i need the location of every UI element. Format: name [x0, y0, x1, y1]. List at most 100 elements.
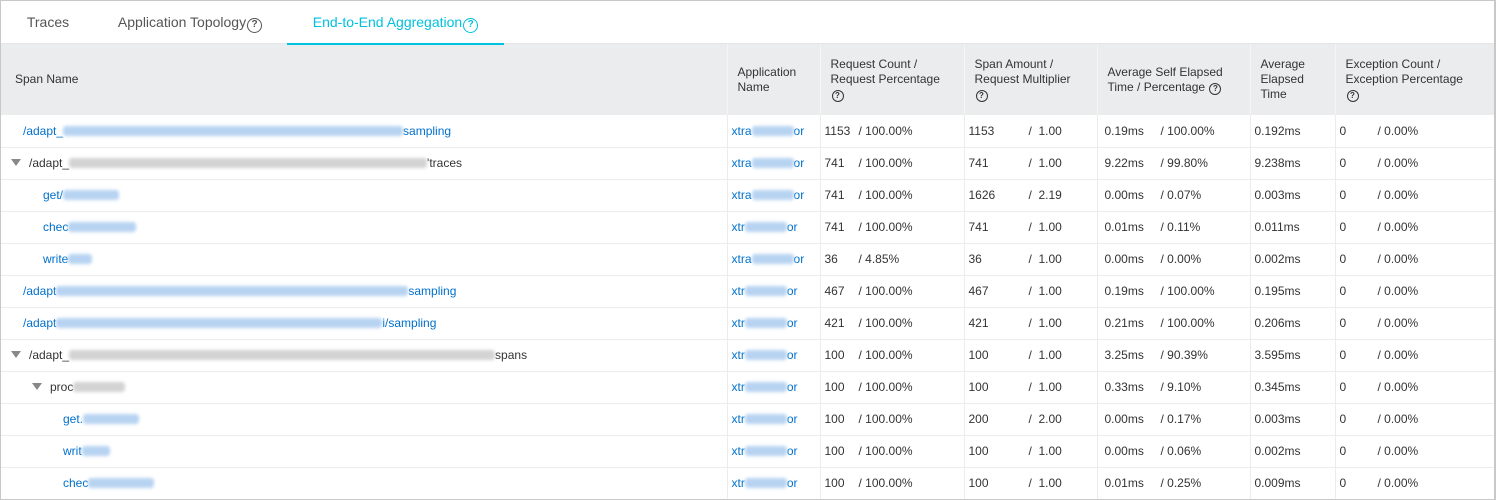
table-row[interactable]: /adapt_ sampling xtra or 1153 / 100.00% 115…: [1, 115, 1494, 147]
span-name[interactable]: get/: [43, 188, 120, 202]
help-icon[interactable]: ?: [831, 90, 844, 102]
avg-self-elapsed-time: 0.21ms: [1104, 316, 1144, 330]
avg-self-elapsed-time: 0.00ms: [1104, 412, 1144, 426]
span-name[interactable]: proc: [50, 380, 126, 394]
exception-cell: 0 / 0.00%: [1335, 467, 1494, 499]
request-multiplier: / 1.00: [1028, 444, 1062, 458]
help-icon[interactable]: ?: [463, 18, 479, 33]
expand-caret-icon[interactable]: [11, 159, 21, 166]
span-name[interactable]: get.: [63, 412, 140, 426]
span-name-cell: /adapt_ 'traces: [1, 147, 728, 179]
redacted-text: [56, 318, 383, 328]
exception-cell: 0 / 0.00%: [1335, 371, 1494, 403]
request-multiplier: / 1.00: [1028, 476, 1062, 490]
request-count-cell: 100 / 100.00%: [820, 339, 965, 371]
exception-cell: 0 / 0.00%: [1335, 243, 1494, 275]
table-row[interactable]: /adapt i/sampling xtr or 421 / 100.00% 421 /…: [1, 307, 1494, 339]
column-header-exception-count[interactable]: Exception Count / Exception Percentage?: [1345, 57, 1463, 102]
avg-self-elapsed-time: 0.00ms: [1104, 188, 1144, 202]
request-percentage: / 100.00%: [858, 476, 913, 490]
span-name[interactable]: writ: [63, 444, 110, 458]
application-name-link[interactable]: xtr or: [731, 476, 798, 490]
application-name-link[interactable]: xtra or: [731, 188, 805, 202]
table-row[interactable]: /adapt_ 'traces xtra or 741 / 100.00% 741 / …: [1, 147, 1494, 179]
application-name-link[interactable]: xtr or: [731, 284, 798, 298]
application-name-link[interactable]: xtra or: [731, 123, 805, 138]
span-amount: 1153: [968, 123, 995, 138]
column-header-span-amount[interactable]: Span Amount / Request Multiplier?: [964, 44, 1098, 115]
avg-elapsed-time: 0.003ms: [1254, 412, 1301, 426]
span-amount-cell: 467 / 1.00: [964, 275, 1098, 307]
expand-caret-icon[interactable]: [32, 383, 42, 390]
redacted-text: [63, 125, 404, 136]
avg-elapsed-time: 0.206ms: [1254, 316, 1301, 330]
application-name-link[interactable]: xtra or: [731, 252, 805, 266]
application-name-cell: xtr or: [727, 371, 821, 403]
table-row[interactable]: writ xtr or 100 / 100.00% 100 / 1.00 0.00ms…: [1, 435, 1494, 467]
span-name[interactable]: chec: [43, 220, 137, 234]
tab-end-to-end-aggregation[interactable]: End-to-End Aggregation?: [287, 1, 504, 45]
column-header-avg-elapsed[interactable]: Average Elapsed Time: [1250, 44, 1336, 115]
column-header-application-name[interactable]: Application Name: [727, 44, 821, 115]
application-name-link[interactable]: xtr or: [731, 348, 798, 362]
request-multiplier: / 1.00: [1028, 123, 1062, 138]
column-header-avg-self-elapsed[interactable]: Average Self Elapsed Time / Percentage ?: [1097, 44, 1251, 115]
help-icon[interactable]: ?: [975, 90, 988, 102]
help-icon[interactable]: ?: [247, 18, 263, 33]
tab-application-topology[interactable]: Application Topology?: [95, 1, 285, 44]
application-name-link[interactable]: xtr or: [731, 380, 798, 394]
exception-percentage: / 0.00%: [1377, 348, 1419, 362]
redacted-text: [68, 254, 93, 264]
span-name-prefix: /adapt_: [29, 156, 70, 170]
application-name-link[interactable]: xtra or: [731, 156, 805, 170]
span-name[interactable]: /adapt i/sampling: [23, 316, 436, 330]
span-name[interactable]: /adapt_ spans: [29, 348, 527, 362]
span-name[interactable]: write: [43, 252, 93, 266]
table-row[interactable]: proc xtr or 100 / 100.00% 100 / 1.00 0.33ms…: [1, 371, 1494, 403]
application-name-link[interactable]: xtr or: [731, 412, 798, 426]
column-header-request-count[interactable]: Request Count / Request Percentage?: [820, 44, 965, 115]
tab-traces[interactable]: Traces: [1, 1, 95, 44]
request-multiplier: / 1.00: [1028, 316, 1062, 330]
avg-elapsed-time: 0.003ms: [1254, 188, 1301, 202]
span-name-cell: /adapt sampling: [1, 275, 728, 307]
table-row[interactable]: get. xtr or 100 / 100.00% 200 / 2.00 0.00ms…: [1, 403, 1494, 435]
span-name[interactable]: /adapt_ 'traces: [29, 156, 462, 170]
request-multiplier: / 1.00: [1028, 220, 1062, 234]
request-count-cell: 100 / 100.00%: [820, 467, 965, 499]
span-amount: 741: [968, 220, 989, 234]
request-count-cell: 741 / 100.00%: [820, 147, 965, 179]
request-count-cell: 741 / 100.00%: [820, 211, 965, 243]
span-name[interactable]: chec: [63, 476, 155, 490]
avg-elapsed-time: 3.595ms: [1254, 348, 1301, 362]
exception-count: 0: [1339, 412, 1347, 426]
span-name[interactable]: /adapt sampling: [23, 284, 456, 298]
avg-self-elapsed-cell: 0.19ms / 100.00%: [1097, 275, 1251, 307]
avg-self-elapsed-cell: 0.00ms / 0.00%: [1097, 243, 1251, 275]
request-percentage: / 100.00%: [858, 156, 913, 170]
application-name-link[interactable]: xtr or: [731, 444, 798, 458]
help-icon[interactable]: ?: [1209, 82, 1222, 95]
request-count: 100: [824, 476, 845, 490]
span-name-prefix: /adapt: [23, 316, 57, 330]
expand-caret-icon[interactable]: [11, 351, 21, 358]
application-name-link[interactable]: xtr or: [731, 220, 798, 234]
span-name[interactable]: /adapt_ sampling: [23, 124, 451, 138]
table-row[interactable]: write xtra or 36 / 4.85% 36 / 1.00 0.00ms / …: [1, 243, 1494, 275]
table-row[interactable]: /adapt sampling xtr or 467 / 100.00% 467 / 1…: [1, 275, 1494, 307]
application-name-link[interactable]: xtr or: [731, 316, 798, 330]
table-row[interactable]: chec xtr or 100 / 100.00% 100 / 1.00 0.01ms…: [1, 467, 1494, 499]
exception-count: 0: [1339, 123, 1347, 138]
table-row[interactable]: get/ xtra or 741 / 100.00% 1626 / 2.19 0.00…: [1, 179, 1494, 211]
table-row[interactable]: chec xtr or 741 / 100.00% 741 / 1.00 0.01ms…: [1, 211, 1494, 243]
help-icon[interactable]: ?: [1346, 90, 1359, 102]
exception-percentage: / 0.00%: [1377, 284, 1419, 298]
request-multiplier: / 2.19: [1028, 188, 1062, 202]
column-header-span-name[interactable]: Span Name: [1, 44, 728, 115]
exception-count: 0: [1339, 316, 1347, 330]
avg-self-elapsed-cell: 0.33ms / 9.10%: [1097, 371, 1251, 403]
avg-elapsed-cell: 0.195ms: [1250, 275, 1336, 307]
exception-percentage: / 0.00%: [1377, 476, 1419, 490]
span-name-suffix: sampling: [403, 123, 452, 138]
table-row[interactable]: /adapt_ spans xtr or 100 / 100.00% 100 / 1.0…: [1, 339, 1494, 371]
